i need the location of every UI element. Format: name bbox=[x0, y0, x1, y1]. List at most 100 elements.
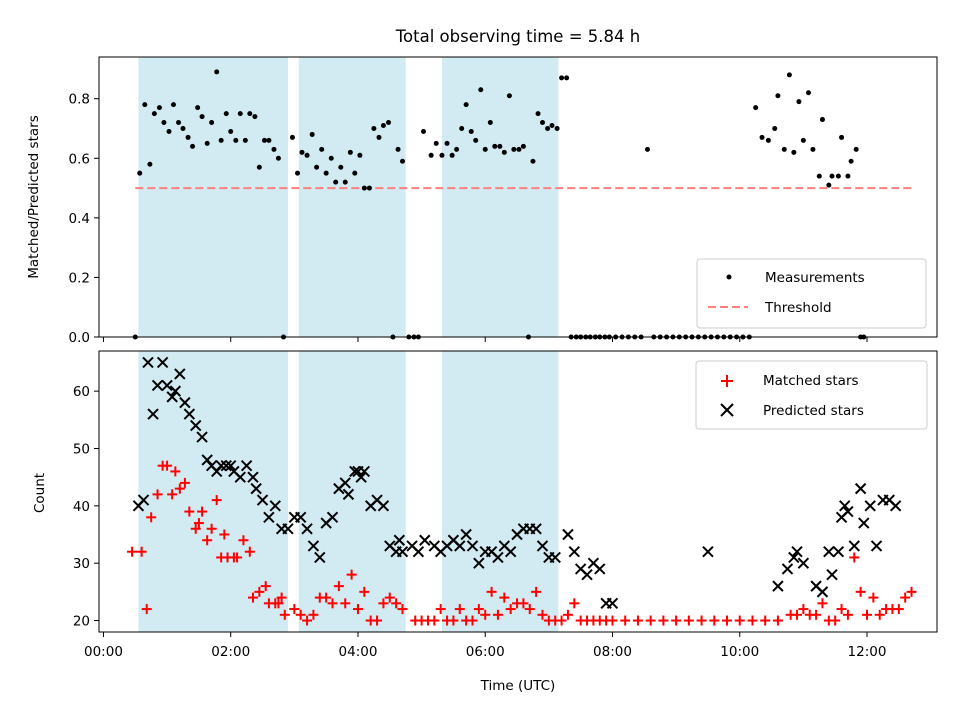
predicted-stars-point bbox=[854, 482, 867, 495]
measurement-point bbox=[468, 128, 474, 134]
measurement-point bbox=[242, 137, 248, 143]
measurement-point bbox=[233, 137, 239, 143]
predicted-stars-point bbox=[454, 540, 466, 552]
measurement-point bbox=[796, 99, 802, 105]
measurement-point bbox=[772, 125, 778, 131]
matched-stars-point bbox=[190, 523, 201, 534]
predicted-stars-point bbox=[581, 568, 593, 581]
measurement-point bbox=[309, 131, 315, 137]
matched-stars-point bbox=[429, 615, 440, 626]
matched-stars-point bbox=[868, 592, 879, 603]
bottom-y-tick-label: 50 bbox=[73, 441, 90, 457]
matched-stars-point bbox=[505, 604, 516, 615]
measurement-point bbox=[786, 72, 792, 78]
measurement-point bbox=[156, 105, 162, 111]
bottom-panel: 20 30 40 50 60 00:00 02:00 04:00 06:00 08:00 10:0… bbox=[32, 350, 938, 694]
predicted-stars-point bbox=[169, 385, 182, 397]
matched-stars-point bbox=[289, 604, 300, 615]
measurement-point bbox=[314, 164, 320, 170]
chart-title: Total observing time = 5.84 h bbox=[395, 27, 640, 46]
predicted-stars-point bbox=[832, 546, 845, 558]
predicted-stars-point bbox=[568, 546, 581, 558]
matched-stars-point bbox=[874, 609, 885, 620]
matched-stars-point bbox=[842, 609, 853, 620]
measurement-point bbox=[295, 170, 301, 176]
measurement-point bbox=[195, 105, 201, 111]
matched-stars-point bbox=[855, 586, 866, 597]
measurement-point bbox=[644, 146, 650, 152]
measurement-point bbox=[463, 102, 469, 108]
predicted-stars-point bbox=[240, 459, 253, 472]
predicted-stars-point bbox=[842, 505, 854, 518]
matched-stars-point bbox=[397, 604, 408, 615]
predicted-stars-point bbox=[190, 419, 202, 432]
matched-stars-point bbox=[645, 615, 656, 626]
predicted-stars-point bbox=[247, 471, 259, 483]
measurement-point bbox=[559, 75, 565, 81]
measurement-point bbox=[151, 111, 157, 117]
measurement-point bbox=[289, 134, 295, 140]
measurement-point bbox=[753, 105, 759, 111]
predicted-stars-point bbox=[864, 500, 876, 512]
matched-stars-point bbox=[722, 615, 733, 626]
matched-stars-point bbox=[206, 523, 217, 534]
predicted-stars-point bbox=[166, 391, 178, 403]
measurement-point bbox=[400, 158, 406, 164]
matched-stars-point bbox=[632, 615, 643, 626]
legend-measurements-marker bbox=[726, 274, 732, 280]
measurement-point bbox=[853, 146, 859, 152]
predicted-stars-point bbox=[473, 557, 485, 569]
matched-stars-point bbox=[760, 615, 771, 626]
matched-stars-point bbox=[276, 592, 287, 603]
measurement-point bbox=[839, 134, 845, 140]
matched-stars-point bbox=[569, 598, 580, 609]
matched-stars-point bbox=[556, 615, 567, 626]
predicted-stars-point bbox=[294, 511, 307, 524]
top-y-tick-label: 0.8 bbox=[69, 92, 90, 108]
matched-stars-point bbox=[435, 604, 446, 615]
measurement-point bbox=[511, 146, 517, 152]
matched-stars-point bbox=[817, 598, 828, 609]
matched-stars-point bbox=[607, 615, 618, 626]
predicted-stars-point bbox=[269, 500, 281, 512]
measurement-point bbox=[371, 125, 377, 131]
measurement-point bbox=[781, 146, 787, 152]
predicted-stars-point bbox=[858, 517, 870, 529]
measurement-point bbox=[564, 75, 570, 81]
matched-stars-point bbox=[524, 604, 535, 615]
matched-stars-point bbox=[862, 609, 873, 620]
matched-stars-point bbox=[167, 489, 178, 500]
predicted-stars-point bbox=[396, 546, 409, 558]
measurement-point bbox=[180, 125, 186, 131]
measurement-point bbox=[361, 185, 367, 191]
measurement-point bbox=[506, 93, 512, 99]
matched-stars-point bbox=[811, 609, 822, 620]
measurement-point bbox=[214, 69, 220, 75]
matched-stars-point bbox=[467, 615, 478, 626]
predicted-stars-point bbox=[530, 523, 542, 535]
matched-stars-point bbox=[683, 615, 694, 626]
measurement-point bbox=[319, 146, 325, 152]
top-panel: 0.00.20.40.60.8 Matched/Predicted stars … bbox=[26, 56, 938, 346]
measurement-point bbox=[759, 134, 765, 140]
predicted-stars-point bbox=[466, 540, 479, 552]
measurement-point bbox=[826, 182, 832, 188]
bottom-y-tick-label: 60 bbox=[73, 384, 90, 400]
measurement-point bbox=[395, 146, 401, 152]
measurement-point bbox=[487, 120, 493, 126]
x-tick-label: 06:00 bbox=[466, 644, 505, 660]
matched-stars-point bbox=[193, 518, 204, 529]
observing-interval-band bbox=[298, 57, 406, 337]
predicted-stars-point bbox=[848, 540, 860, 552]
matched-stars-point bbox=[152, 489, 163, 500]
predicted-stars-point bbox=[282, 523, 294, 535]
predicted-stars-point bbox=[234, 471, 246, 483]
matched-stars-point bbox=[179, 477, 190, 488]
matched-stars-point bbox=[136, 546, 147, 557]
predicted-stars-point bbox=[377, 500, 390, 512]
matched-stars-point bbox=[830, 615, 841, 626]
matched-stars-point bbox=[492, 609, 503, 620]
measurement-point bbox=[328, 155, 334, 161]
measurement-point bbox=[449, 152, 455, 158]
matched-stars-point bbox=[562, 609, 573, 620]
